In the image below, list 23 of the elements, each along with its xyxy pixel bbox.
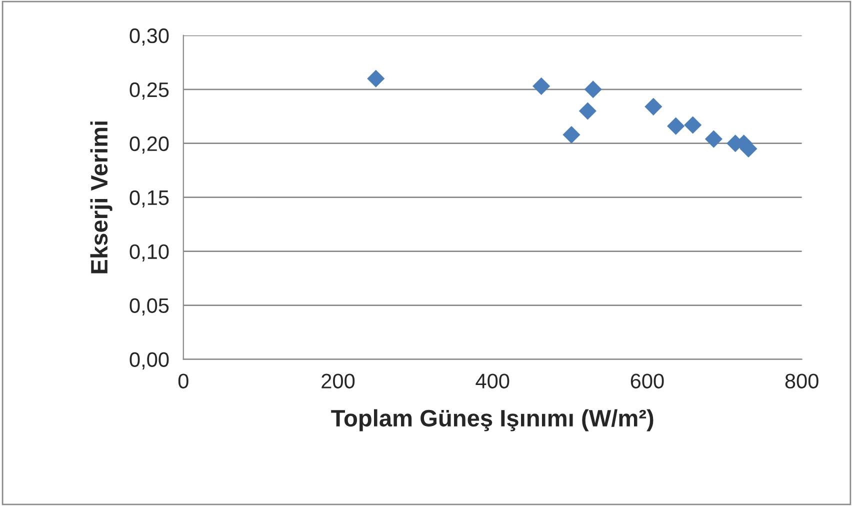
x-tick-label: 800 [785,374,818,388]
x-tick-label: 0 [178,374,188,388]
x-tick-label: 600 [630,374,664,388]
y-tick-label: 0,10 [130,244,169,262]
point [684,116,702,134]
y-tick-label: 0,05 [130,298,169,316]
y-tick-label: 0,30 [130,28,169,46]
x-axis-title: Toplam Güneş Işınımı (W/m²) [331,409,654,432]
point [578,102,596,120]
y-tick-label: 0,20 [130,136,169,154]
point [562,126,580,144]
point [584,80,602,98]
y-tick-label: 0,00 [130,352,169,370]
x-tick-label: 200 [322,374,355,388]
y-tick-label: 0,25 [130,82,169,100]
x-tick-label: 400 [476,374,510,388]
y-axis-title: Ekserji Verimi [90,122,112,274]
y-tick-label: 0,15 [130,190,169,208]
point [644,98,662,116]
point [532,77,550,95]
point [367,70,385,88]
point [667,117,685,135]
point [704,130,722,148]
